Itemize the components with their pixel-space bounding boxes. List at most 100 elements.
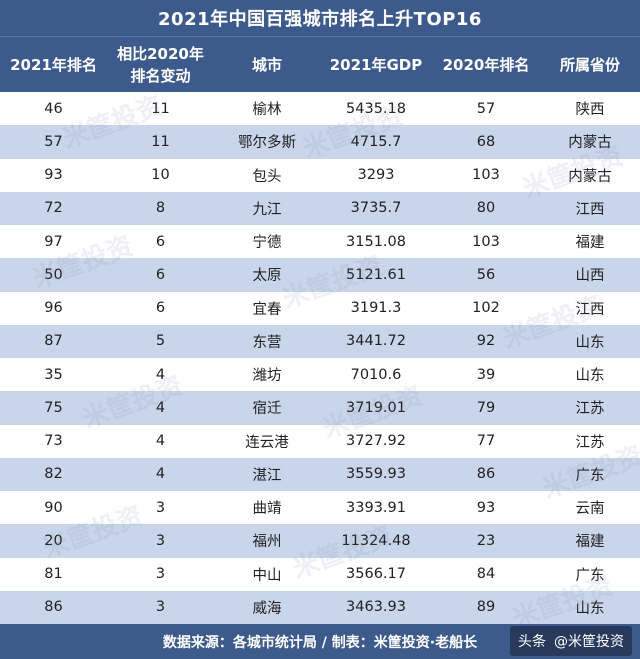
cell-gdp-2021: 3393.91 (346, 499, 406, 516)
cell-rank-change: 8 (155, 200, 166, 217)
table-row: 87 5 东营 3441.72 92 山东 (0, 324, 640, 358)
cell-rank-2020: 57 (476, 100, 496, 117)
cell-rank-2021: 81 (44, 566, 63, 583)
cell-rank-change: 4 (155, 433, 166, 450)
cell-rank-change: 3 (155, 532, 166, 549)
cell-gdp-2021: 5121.61 (346, 266, 406, 283)
header-rank-change-line1: 相比2020年 (117, 44, 204, 63)
cell-city: 宿迁 (252, 401, 282, 418)
table-row: 75 4 宿迁 3719.01 79 江苏 (0, 391, 640, 425)
cell-city: 包头 (252, 168, 282, 185)
table-row: 50 6 太原 5121.61 56 山西 (0, 258, 640, 292)
badge-account: @米筐投资 (554, 634, 624, 650)
cell-gdp-2021: 3559.93 (346, 466, 406, 483)
cell-gdp-2021: 3735.7 (350, 200, 402, 217)
header-rank-change: 相比2020年 排名变动 (107, 43, 214, 87)
cell-gdp-2021: 3151.08 (346, 233, 406, 250)
cell-rank-change: 5 (155, 333, 166, 350)
cell-gdp-2021: 3719.01 (346, 399, 406, 416)
cell-province: 内蒙古 (568, 135, 612, 152)
cell-city: 连云港 (245, 434, 289, 451)
cell-gdp-2021: 4715.7 (350, 133, 402, 150)
cell-rank-2021: 97 (44, 233, 63, 250)
table-row: 35 4 潍坊 7010.6 39 山东 (0, 358, 640, 392)
table-row: 86 3 威海 3463.93 89 山东 (0, 590, 640, 624)
cell-province: 福建 (575, 534, 605, 551)
cell-city: 湛江 (252, 467, 282, 484)
cell-gdp-2021: 11324.48 (341, 532, 411, 549)
cell-rank-change: 4 (155, 466, 166, 483)
cell-city: 宁德 (252, 235, 282, 252)
cell-province: 江西 (575, 201, 605, 218)
cell-rank-change: 3 (155, 599, 166, 616)
cell-rank-2021: 73 (44, 433, 63, 450)
table-row: 20 3 福州 11324.48 23 福建 (0, 524, 640, 558)
cell-rank-2021: 93 (44, 167, 63, 184)
cell-rank-2020: 79 (476, 399, 496, 416)
cell-city: 东营 (252, 334, 282, 351)
cell-rank-2021: 20 (44, 532, 63, 549)
cell-rank-2020: 103 (472, 233, 500, 250)
cell-rank-2020: 92 (476, 333, 496, 350)
cell-rank-2021: 72 (44, 200, 63, 217)
table-row: 97 6 宁德 3151.08 103 福建 (0, 225, 640, 259)
table-row: 82 4 湛江 3559.93 86 广东 (0, 457, 640, 491)
cell-province: 江西 (575, 301, 605, 318)
cell-city: 威海 (252, 600, 282, 617)
cell-rank-2020: 23 (476, 532, 496, 549)
cell-province: 山东 (575, 368, 605, 385)
cell-rank-2021: 57 (44, 133, 63, 150)
cell-province: 江苏 (575, 401, 605, 418)
cell-province: 福建 (575, 235, 605, 252)
cell-rank-change: 4 (155, 399, 166, 416)
table-row: 96 6 宜春 3191.3 102 江西 (0, 291, 640, 325)
cell-gdp-2021: 3463.93 (346, 599, 406, 616)
cell-rank-2021: 96 (44, 300, 63, 317)
cell-rank-2020: 86 (476, 466, 496, 483)
header-rank-2020: 2020年排名 (442, 56, 530, 74)
table-title: 2021年中国百强城市排名上升TOP16 (0, 0, 640, 36)
cell-city: 榆林 (252, 102, 282, 119)
cell-gdp-2021: 3293 (357, 167, 395, 184)
cell-city: 潍坊 (252, 368, 282, 385)
cell-rank-2021: 87 (44, 333, 63, 350)
table-row: 81 3 中山 3566.17 84 广东 (0, 557, 640, 591)
cell-rank-2021: 50 (44, 266, 63, 283)
table-row: 73 4 连云港 3727.92 77 江苏 (0, 424, 640, 458)
cell-rank-2020: 84 (476, 566, 496, 583)
cell-rank-change: 3 (155, 499, 166, 516)
table-row: 72 8 九江 3735.7 80 江西 (0, 191, 640, 225)
cell-rank-2021: 46 (44, 100, 63, 117)
cell-province: 陕西 (575, 102, 605, 119)
cell-city: 鄂尔多斯 (238, 135, 296, 152)
cell-city: 曲靖 (252, 501, 282, 518)
cell-city: 福州 (252, 534, 282, 551)
cell-province: 山东 (575, 600, 605, 617)
cell-province: 广东 (575, 567, 605, 584)
cell-rank-2021: 90 (44, 499, 63, 516)
header-rank-2021: 2021年排名 (10, 56, 97, 74)
cell-province: 江苏 (575, 434, 605, 451)
cell-rank-2021: 75 (44, 399, 63, 416)
cell-rank-2020: 102 (472, 300, 500, 317)
header-province: 所属省份 (559, 56, 620, 74)
cell-gdp-2021: 3441.72 (346, 333, 406, 350)
table-row: 90 3 曲靖 3393.91 93 云南 (0, 491, 640, 525)
cell-gdp-2021: 3566.17 (346, 566, 406, 583)
table-row: 57 11 鄂尔多斯 4715.7 68 内蒙古 (0, 125, 640, 159)
cell-city: 太原 (252, 268, 282, 285)
cell-rank-change: 11 (151, 100, 170, 117)
cell-rank-2021: 82 (44, 466, 63, 483)
cell-province: 内蒙古 (568, 168, 612, 185)
badge-platform: 头条 (518, 634, 546, 650)
cell-province: 云南 (575, 501, 605, 518)
cell-gdp-2021: 5435.18 (346, 100, 406, 117)
cell-rank-2021: 35 (44, 366, 63, 383)
table-row: 93 10 包头 3293 103 内蒙古 (0, 158, 640, 192)
table-row: 46 11 榆林 5435.18 57 陕西 (0, 92, 640, 126)
cell-rank-2020: 80 (476, 200, 496, 217)
cell-rank-2020: 56 (476, 266, 496, 283)
cell-rank-2020: 93 (476, 499, 496, 516)
cell-city: 中山 (252, 567, 282, 584)
